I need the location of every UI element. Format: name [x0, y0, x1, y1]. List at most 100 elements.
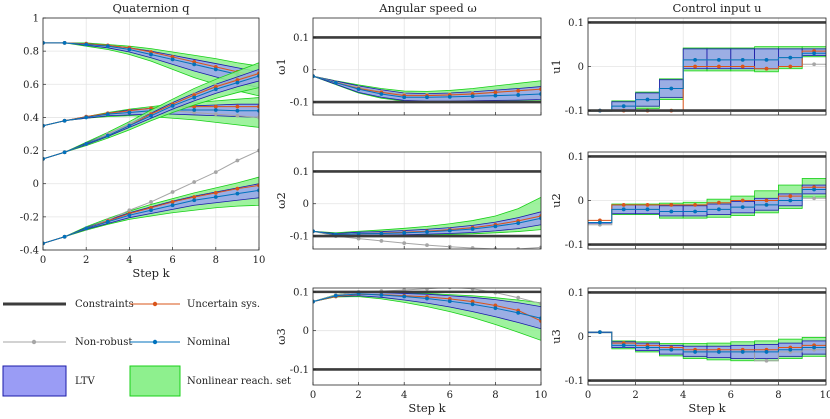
nominal-point [425, 95, 429, 100]
nonrobust-point [127, 208, 132, 213]
nonrobust-point [516, 295, 521, 300]
y-tick-label: 0 [303, 199, 309, 210]
y-tick-label: 0.6 [23, 80, 39, 91]
nominal-point [127, 123, 132, 128]
legend-ltv-label: LTV [75, 376, 95, 387]
uncertain-point [717, 64, 721, 69]
nominal-point [645, 207, 650, 212]
nominal-point [493, 224, 498, 229]
x-tick-label: 0 [40, 255, 46, 266]
axes-frame [312, 17, 542, 116]
x-tick-label: 10 [820, 390, 830, 401]
legend-uncertain-marker [152, 301, 158, 307]
y-tick-label: 0 [578, 62, 584, 73]
x-tick-label: 4 [126, 255, 132, 266]
x-tick-label: 4 [680, 390, 686, 401]
y-tick-label: 0.1 [568, 152, 584, 163]
uncertain-point [213, 104, 218, 109]
nonrobust-point [812, 62, 816, 67]
nominal-point [764, 57, 769, 62]
nonrobust-point [402, 241, 407, 246]
nominal-point [516, 310, 521, 315]
nominal-point [149, 52, 153, 57]
y-tick-label: 0.1 [568, 18, 584, 29]
x-tick-label: 6 [728, 390, 734, 401]
nominal-point [235, 108, 240, 113]
nonrobust-point [235, 113, 240, 118]
uncertain-point [645, 203, 650, 207]
nonrobust-point [470, 246, 475, 249]
nominal-point [812, 51, 816, 56]
uncertain-point [740, 198, 745, 203]
nominal-point [740, 57, 745, 62]
nominal-point [812, 187, 816, 192]
nominal-point [470, 302, 475, 307]
y-tick-label: -0.4 [20, 246, 39, 257]
nominal-point [379, 92, 384, 96]
nominal-point [598, 220, 602, 225]
nominal-point [62, 150, 67, 155]
nominal-point [539, 216, 541, 221]
uncertain-point [235, 104, 240, 109]
y-axis-label: ω1 [274, 58, 288, 75]
nominal-point [788, 55, 793, 60]
nominal-point [257, 188, 259, 193]
nonrobust-point [149, 200, 153, 204]
y-tick-label: 0.8 [23, 47, 39, 58]
nominal-point [43, 123, 45, 128]
nonrobust-point [379, 239, 384, 243]
nominal-point [669, 347, 674, 352]
nominal-point [213, 195, 218, 199]
legend-ltv-swatch [2, 365, 67, 397]
nominal-point [693, 350, 697, 354]
nonrobust-point [539, 301, 541, 306]
axes-frame [312, 151, 542, 250]
y-tick-label: -0.1 [290, 98, 309, 109]
nominal-point [127, 47, 132, 52]
nonrobust-point [192, 180, 197, 184]
legend-nominal-label: Nominal [187, 337, 230, 348]
nominal-point [127, 213, 132, 218]
y-tick-label: -0.1 [565, 240, 584, 251]
y-tick-label: 0.4 [23, 113, 39, 124]
y-tick-label: -0.1 [290, 232, 309, 243]
nonrobust-point [425, 243, 429, 248]
nonrobust-point [764, 358, 769, 363]
x-axis-label: Step k [132, 266, 170, 280]
nominal-point [717, 207, 721, 212]
x-tick-label: 2 [355, 390, 361, 401]
y-tick-label: 0.1 [293, 167, 309, 178]
uncertain-point [213, 190, 218, 195]
nominal-point [192, 95, 197, 100]
x-tick-label: 6 [169, 255, 175, 266]
nonrobust-point [257, 115, 259, 120]
nominal-point [447, 299, 452, 304]
nonrobust-point [539, 245, 541, 249]
title-control-input: Control input u [672, 1, 761, 15]
uncertain-point [788, 64, 793, 69]
nominal-point [645, 97, 650, 102]
x-tick-label: 4 [401, 390, 407, 401]
y-tick-label: 0.1 [293, 33, 309, 44]
nominal-point [62, 118, 67, 123]
nominal-point [493, 93, 498, 98]
legend-nonlinear-swatch [129, 365, 181, 397]
nominal-point [356, 231, 361, 236]
nominal-point [379, 293, 384, 297]
nominal-point [235, 191, 240, 196]
nominal-point [257, 108, 259, 113]
nominal-point [621, 343, 626, 348]
uncertain-point [539, 87, 541, 92]
nominal-point [717, 350, 721, 354]
nominal-point [84, 42, 89, 47]
y-axis-label: ω2 [274, 192, 288, 209]
y-tick-label: 1 [33, 14, 39, 25]
ltv-reach-set [313, 75, 541, 102]
nominal-point [470, 94, 475, 99]
y-tick-label: 0.1 [568, 288, 584, 299]
nonrobust-point [213, 170, 218, 175]
y-axis-label: u2 [549, 193, 563, 208]
y-tick-label: 0 [578, 332, 584, 343]
nominal-point [402, 294, 407, 299]
uncertain-point [717, 200, 721, 205]
